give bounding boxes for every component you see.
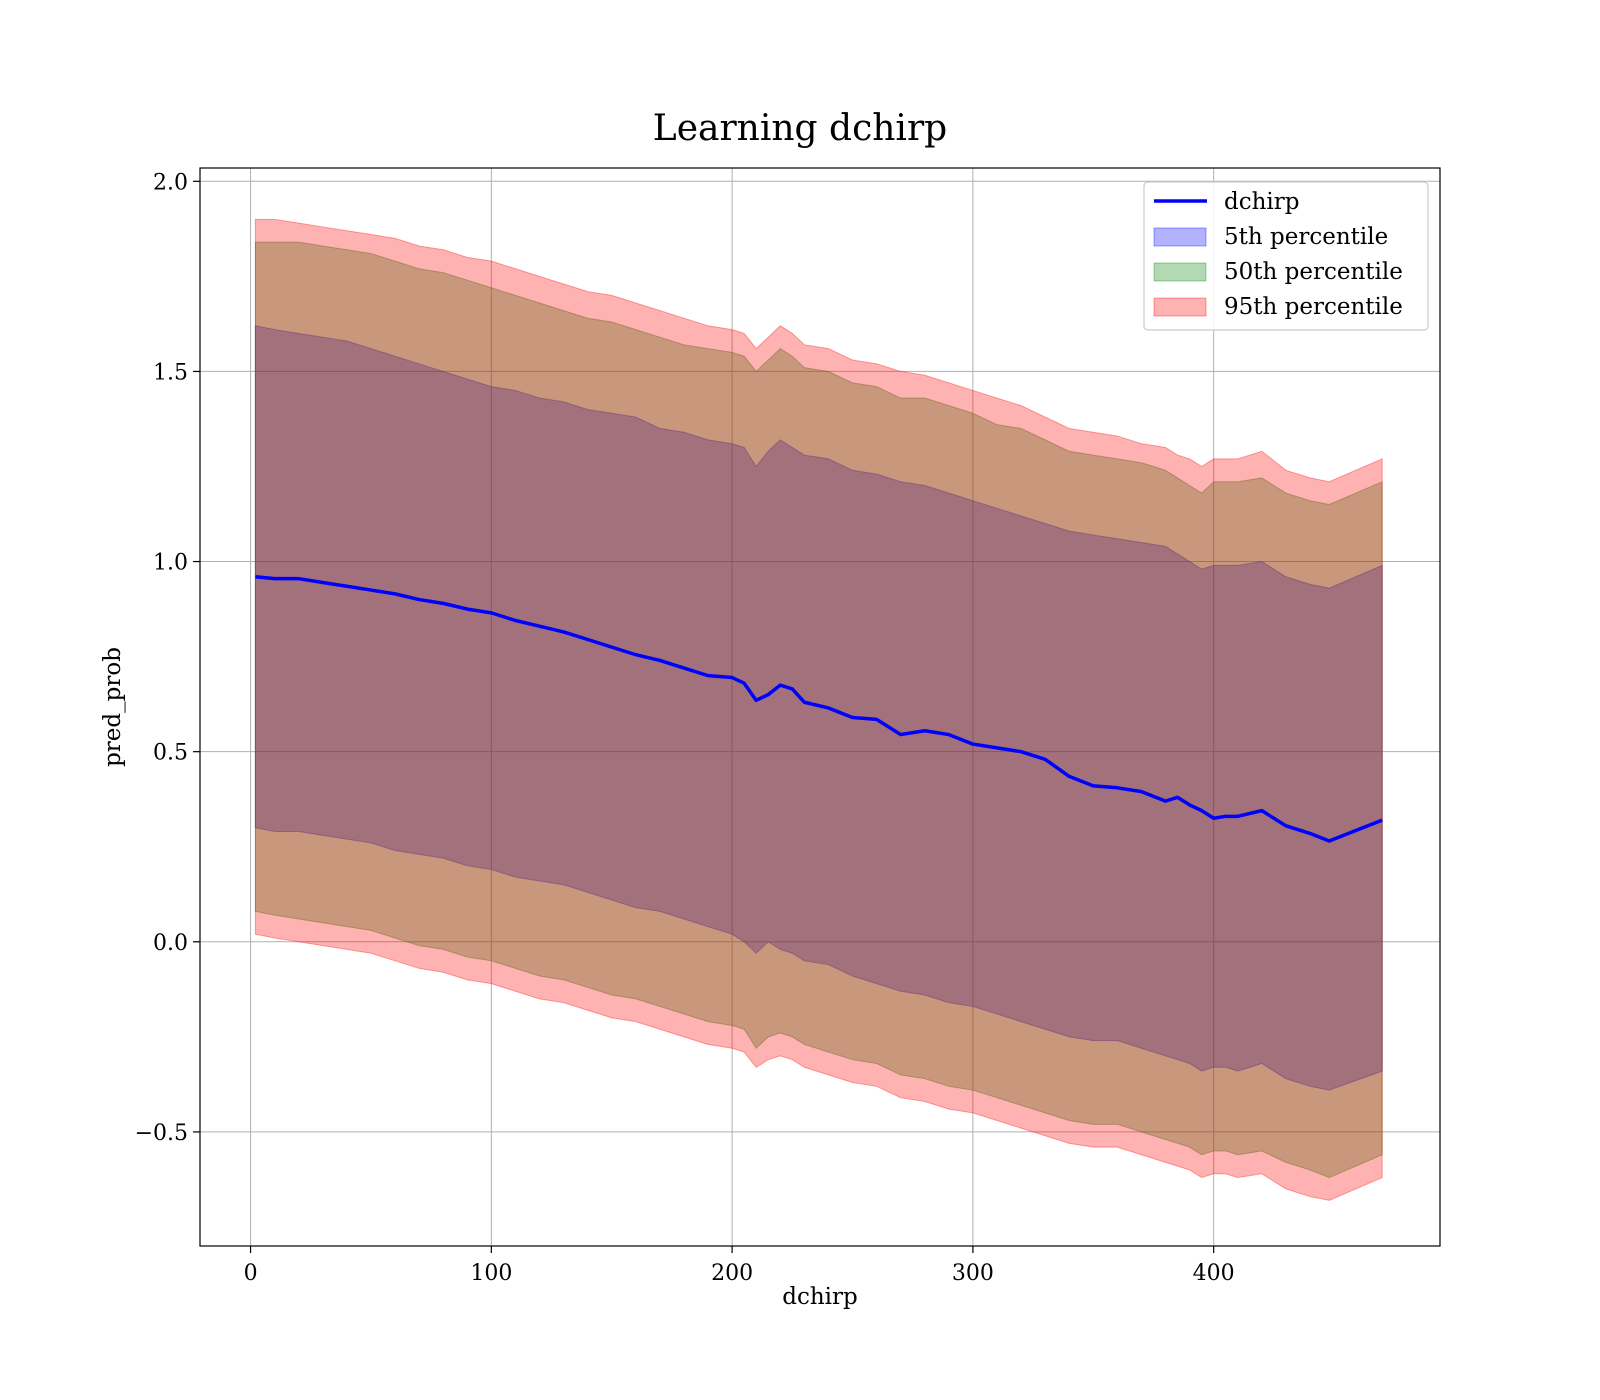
- x-tick-label: 200: [711, 1261, 753, 1286]
- series-line-dchirp: [255, 575, 1383, 843]
- y-tick-label: 0.5: [153, 741, 188, 766]
- y-tick-label: −0.5: [135, 1121, 188, 1146]
- y-tick-label: 1.0: [153, 551, 188, 576]
- x-axis-label: dchirp: [782, 1284, 858, 1310]
- legend-swatch-95th-percentile: [1153, 297, 1207, 317]
- x-tick-label: 0: [244, 1261, 258, 1286]
- legend-label-50th-percentile: 50th percentile: [1224, 259, 1403, 285]
- band-5th-percentile: [254, 325, 1383, 1091]
- plot-frame: [199, 167, 1441, 1247]
- legend-label-5th-percentile: 5th percentile: [1224, 224, 1388, 250]
- y-axis-label: pred_prob: [100, 647, 126, 767]
- chart-title: Learning dchirp: [653, 108, 947, 149]
- y-tick-label: 1.5: [153, 360, 188, 385]
- legend-frame: [1143, 181, 1429, 331]
- legend: dchirp 5th percentile 50th percentile 95…: [1143, 181, 1429, 331]
- y-tick-label: 2.0: [153, 170, 188, 195]
- x-tick-label: 300: [952, 1261, 994, 1286]
- y-tick-label: 0.0: [153, 931, 188, 956]
- percentile-bands: [254, 218, 1383, 1201]
- axis-ticks: 0 100 200 300 400 −0.5 0.0 0.5 1.0 1.5 2.0: [135, 170, 1235, 1286]
- legend-label-dchirp: dchirp: [1224, 189, 1300, 215]
- series-lines: [255, 575, 1383, 843]
- grid: [200, 168, 1440, 1246]
- band-95th-percentile: [254, 218, 1383, 1201]
- x-tick-label: 100: [470, 1261, 512, 1286]
- band-50th-percentile: [254, 241, 1383, 1179]
- x-tick-label: 400: [1193, 1261, 1235, 1286]
- legend-swatch-50th-percentile: [1153, 262, 1207, 282]
- legend-swatch-5th-percentile: [1153, 227, 1207, 247]
- legend-label-95th-percentile: 95th percentile: [1224, 294, 1403, 320]
